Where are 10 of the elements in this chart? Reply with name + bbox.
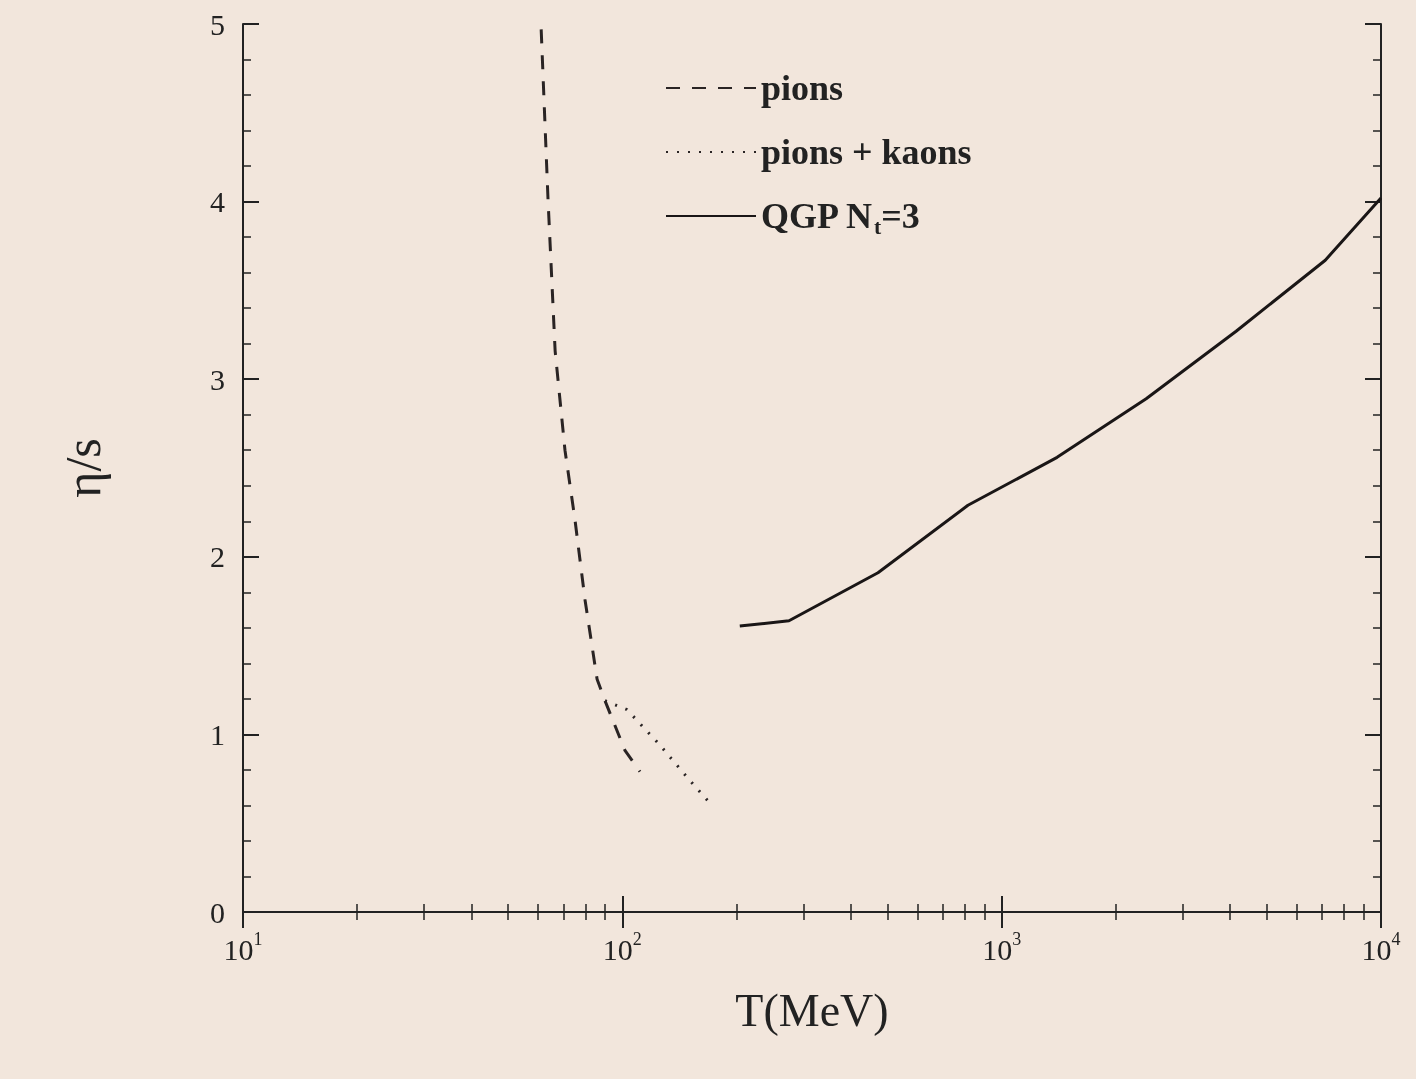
y-tick-label: 1	[210, 717, 225, 751]
y-tick-label: 5	[210, 7, 225, 41]
y-tick-label: 2	[210, 540, 225, 574]
y-tick-label: 3	[210, 362, 225, 396]
legend-label: pions	[761, 68, 844, 108]
y-tick-label: 4	[210, 185, 225, 219]
y-axis-title: η/s	[55, 438, 111, 498]
legend-label: pions + kaons	[761, 132, 972, 172]
x-axis-title: T(MeV)	[735, 984, 889, 1036]
y-tick-label: 0	[210, 895, 225, 929]
